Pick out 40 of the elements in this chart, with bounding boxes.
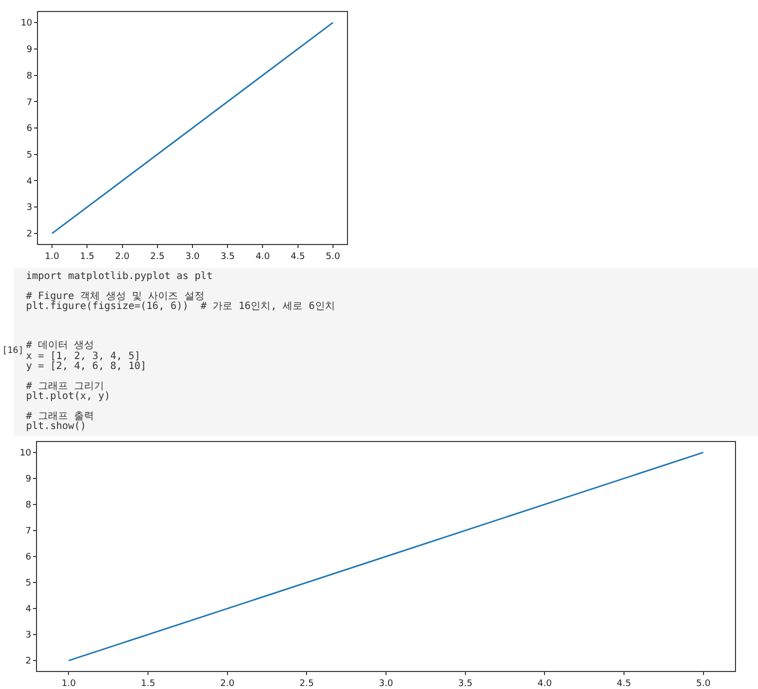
y-tick-label: 9: [25, 474, 32, 485]
x-tick-label: 3.0: [378, 678, 394, 689]
y-tick-label: 8: [26, 71, 32, 82]
y-tick-label: 7: [26, 98, 32, 108]
text: import matplotlib.pyplot as plt # Figure 객체 생성 및 사이즈 설정 plt.figure(figsize=(16, 6)) # 가로 16인치, 세로 6인치 # 데이터 생성 x = [1, 2, 3, 4, 5] y = [2, 4, 6, 8, 10] # 그래프 그리기 plt.plot(x, y) # 그래프 출력 plt.show(): [26, 271, 335, 432]
x-tick-label: 5.0: [696, 678, 711, 689]
text: [16]: [2, 346, 24, 356]
x-tick-label: 4.5: [290, 252, 306, 262]
y-tick-label: 5: [26, 150, 32, 161]
y-tick-label: 6: [25, 552, 32, 563]
y-tick-label: 2: [25, 656, 32, 667]
x-tick-label: 3.5: [458, 678, 472, 689]
x-tick-label: 4.5: [616, 678, 632, 689]
x-tick-label: 3.0: [185, 252, 200, 262]
y-tick-label: 2: [26, 230, 32, 240]
x-tick-label: 2.0: [220, 678, 235, 689]
y-tick-label: 8: [25, 500, 32, 511]
x-tick-label: 2.5: [150, 252, 165, 262]
y-tick-label: 4: [25, 604, 32, 615]
x-tick-label: 3.5: [220, 252, 235, 262]
line-series: [51, 22, 334, 234]
x-tick-label: 4.0: [537, 678, 552, 689]
y-tick-label: 3: [26, 203, 32, 214]
x-tick-label: 5.0: [326, 252, 340, 262]
y-tick-label: 7: [25, 526, 32, 537]
y-tick-label: 5: [25, 578, 32, 589]
line-series: [68, 452, 704, 662]
y-tick-label: 10: [20, 18, 32, 29]
y-tick-label: 4: [26, 176, 32, 187]
x-tick-label: 1.5: [80, 252, 94, 262]
y-tick-label: 3: [25, 630, 32, 641]
y-tick-label: 10: [20, 448, 32, 459]
x-tick-label: 1.0: [44, 252, 60, 262]
x-tick-label: 1.5: [140, 678, 156, 689]
x-tick-label: 1.0: [62, 678, 76, 689]
y-tick-label: 9: [26, 45, 32, 56]
x-tick-label: 2.5: [300, 678, 314, 689]
y-tick-label: 6: [26, 124, 32, 134]
x-tick-label: 2.0: [115, 252, 130, 262]
x-tick-label: 4.0: [256, 252, 270, 262]
